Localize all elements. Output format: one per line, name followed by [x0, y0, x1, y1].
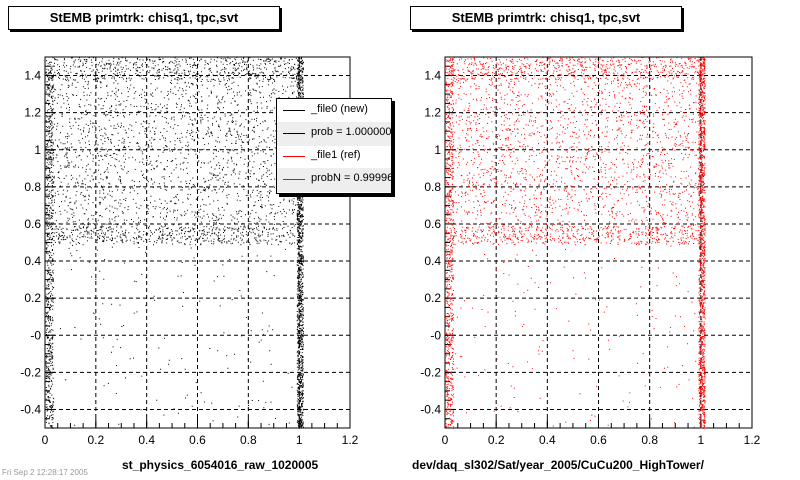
- right-y-tick-label: 1.4: [424, 69, 441, 83]
- right-y-tick-label: 0.8: [424, 180, 441, 194]
- right-x-tick-label: 0: [442, 433, 449, 447]
- right-x-axis-label: dev/daq_sl302/Sat/year_2005/CuCu200_High…: [412, 458, 704, 472]
- left-x-tick-label: 0.4: [138, 433, 155, 447]
- right-x-tick-label: 0.2: [488, 433, 505, 447]
- left-y-tick-label: 0.2: [24, 291, 41, 305]
- legend-label-file1: _file1 (ref): [311, 149, 361, 161]
- left-y-tick-label: 0.8: [24, 180, 41, 194]
- left-y-tick-label: 1.4: [24, 69, 41, 83]
- legend-entry-file0: _file0 (new): [277, 99, 391, 123]
- legend: _file0 (new) prob = 1.000000 _file1 (ref…: [276, 98, 392, 194]
- footer-timestamp: Fri Sep 2 12:28:17 2005: [2, 468, 88, 477]
- legend-line-prob: [283, 133, 305, 134]
- legend-label-file0: _file0 (new): [311, 103, 368, 115]
- legend-entry-probn: probN = 0.999969: [277, 168, 392, 192]
- left-x-tick-label: 1: [296, 433, 303, 447]
- left-y-tick-label: -0: [30, 328, 41, 342]
- right-x-tick-label: 0.8: [641, 433, 658, 447]
- left-x-tick-label: 0.6: [189, 433, 206, 447]
- right-x-tick-label: 1: [697, 433, 704, 447]
- left-x-tick-label: 1.2: [342, 433, 359, 447]
- left-x-axis-label: st_physics_6054016_raw_1020005: [122, 458, 319, 472]
- right-x-tick-label: 1.2: [744, 433, 761, 447]
- legend-line-probn: [283, 179, 305, 180]
- left-y-tick-label: 1.2: [24, 106, 41, 120]
- legend-entry-prob: prob = 1.000000: [277, 122, 392, 146]
- right-y-tick-label: -0: [430, 328, 441, 342]
- right-y-tick-label: 0.4: [424, 254, 441, 268]
- left-y-tick-label: 0.4: [24, 254, 41, 268]
- left-x-tick-label: 0: [42, 433, 49, 447]
- right-y-tick-label: 0.2: [424, 291, 441, 305]
- right-y-tick-label: -0.2: [420, 365, 441, 379]
- legend-label-probn: probN = 0.999969: [311, 172, 392, 184]
- right-x-tick-label: 0.6: [590, 433, 607, 447]
- left-y-tick-label: 0.6: [24, 217, 41, 231]
- legend-entry-file1: _file1 (ref): [277, 145, 391, 169]
- right-y-tick-label: -0.4: [420, 402, 441, 416]
- right-y-tick-label: 1.2: [424, 106, 441, 120]
- left-chart-title: StEMB primtrk: chisq1, tpc,svt: [8, 6, 280, 30]
- left-y-tick-label: -0.2: [20, 365, 41, 379]
- legend-line-file0: [283, 110, 305, 111]
- legend-label-prob: prob = 1.000000: [311, 126, 392, 138]
- left-x-tick-label: 0.2: [87, 433, 104, 447]
- left-y-tick-label: -0.4: [20, 402, 41, 416]
- right-chart-title: StEMB primtrk: chisq1, tpc,svt: [410, 6, 682, 30]
- left-scatter-points: [45, 57, 304, 429]
- right-y-tick-label: 1: [434, 143, 441, 157]
- left-y-tick-label: 1: [34, 143, 41, 157]
- right-x-tick-label: 0.4: [539, 433, 556, 447]
- right-y-tick-label: 0.6: [424, 217, 441, 231]
- legend-line-file1: [283, 156, 305, 157]
- left-x-tick-label: 0.8: [240, 433, 257, 447]
